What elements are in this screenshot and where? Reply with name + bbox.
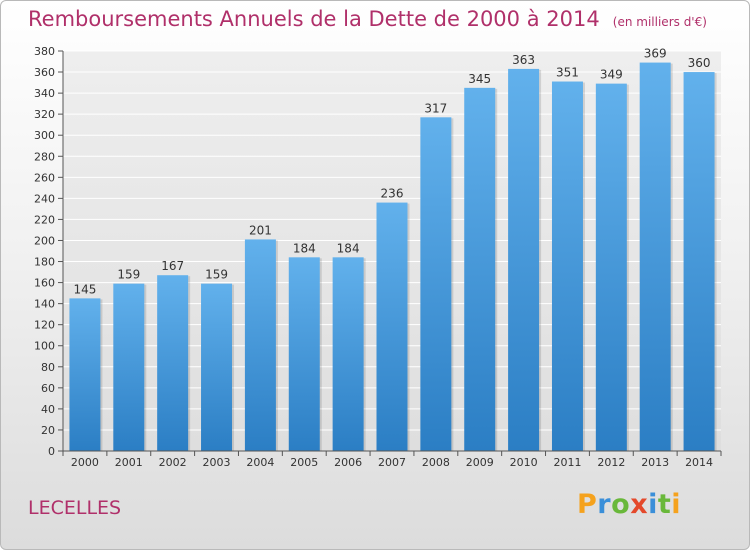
bar-value-label: 184: [337, 241, 360, 255]
bar: [244, 239, 276, 451]
x-tick-label: 2012: [597, 456, 625, 469]
bar: [201, 283, 233, 451]
y-tick-label: 380: [34, 45, 55, 58]
bar-value-label: 159: [117, 268, 140, 282]
chart-unit: (en milliers d'€): [612, 15, 707, 29]
y-tick-label: 240: [34, 192, 55, 205]
bar: [595, 83, 627, 451]
y-tick-label: 40: [41, 403, 55, 416]
x-tick-label: 2003: [203, 456, 231, 469]
bar-value-label: 317: [424, 101, 447, 115]
y-tick-label: 20: [41, 424, 55, 437]
bar-value-label: 167: [161, 259, 184, 273]
x-tick-label: 2002: [159, 456, 187, 469]
y-tick-label: 280: [34, 150, 55, 163]
bar: [464, 87, 496, 451]
x-tick-label: 2010: [510, 456, 538, 469]
bar: [332, 257, 364, 451]
commune-name: LECELLES: [28, 497, 122, 519]
title-row: Remboursements Annuels de la Dette de 20…: [28, 7, 707, 31]
x-tick-label: 2005: [290, 456, 318, 469]
bar-value-label: 184: [293, 241, 316, 255]
bar-value-label: 360: [688, 56, 711, 70]
y-tick-label: 320: [34, 108, 55, 121]
bar: [69, 298, 101, 451]
y-tick-label: 360: [34, 66, 55, 79]
x-tick-label: 2007: [378, 456, 406, 469]
y-tick-label: 180: [34, 256, 55, 269]
chart-title: Remboursements Annuels de la Dette de 20…: [28, 7, 600, 31]
bar-value-label: 145: [73, 282, 96, 296]
y-tick-label: 140: [34, 298, 55, 311]
x-tick-label: 2013: [641, 456, 669, 469]
bar: [639, 62, 671, 451]
bar-value-label: 159: [205, 268, 228, 282]
y-tick-label: 340: [34, 87, 55, 100]
bar-value-label: 363: [512, 53, 535, 67]
x-tick-label: 2011: [553, 456, 581, 469]
bar: [376, 202, 408, 451]
y-tick-label: 60: [41, 382, 55, 395]
x-tick-label: 2014: [685, 456, 713, 469]
bar-value-label: 349: [600, 68, 623, 82]
y-tick-label: 120: [34, 319, 55, 332]
bar: [420, 117, 452, 451]
y-tick-label: 0: [48, 445, 55, 458]
bar: [113, 283, 145, 451]
x-tick-label: 2001: [115, 456, 143, 469]
bar: [288, 257, 320, 451]
proxiti-logo: Proxiti: [577, 489, 682, 520]
bar: [551, 81, 583, 452]
bar-value-label: 351: [556, 66, 579, 80]
x-tick-label: 2009: [466, 456, 494, 469]
x-tick-label: 2004: [246, 456, 274, 469]
x-tick-label: 2000: [71, 456, 99, 469]
bar: [683, 72, 715, 451]
bar-value-label: 345: [468, 72, 491, 86]
y-tick-label: 300: [34, 129, 55, 142]
bar-value-label: 236: [381, 187, 404, 201]
y-tick-label: 260: [34, 171, 55, 184]
x-tick-label: 2006: [334, 456, 362, 469]
x-tick-label: 2008: [422, 456, 450, 469]
bar: [157, 275, 189, 451]
y-tick-label: 200: [34, 234, 55, 247]
y-tick-label: 100: [34, 340, 55, 353]
y-tick-label: 80: [41, 361, 55, 374]
y-tick-label: 160: [34, 277, 55, 290]
bar-value-label: 201: [249, 223, 272, 237]
bar-value-label: 369: [644, 47, 667, 61]
y-tick-label: 220: [34, 213, 55, 226]
bar: [508, 68, 540, 451]
